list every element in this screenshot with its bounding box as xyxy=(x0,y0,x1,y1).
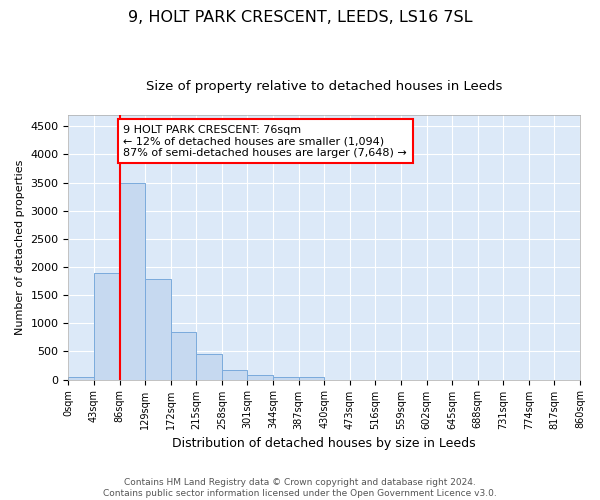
Bar xyxy=(68,378,94,380)
Bar xyxy=(222,370,247,380)
Bar xyxy=(94,272,119,380)
Y-axis label: Number of detached properties: Number of detached properties xyxy=(15,160,25,335)
X-axis label: Distribution of detached houses by size in Leeds: Distribution of detached houses by size … xyxy=(172,437,476,450)
Bar xyxy=(171,332,196,380)
Title: Size of property relative to detached houses in Leeds: Size of property relative to detached ho… xyxy=(146,80,502,93)
Text: 9 HOLT PARK CRESCENT: 76sqm
← 12% of detached houses are smaller (1,094)
87% of : 9 HOLT PARK CRESCENT: 76sqm ← 12% of det… xyxy=(124,124,407,158)
Bar xyxy=(247,374,273,380)
Text: Contains HM Land Registry data © Crown copyright and database right 2024.
Contai: Contains HM Land Registry data © Crown c… xyxy=(103,478,497,498)
Bar xyxy=(273,377,299,380)
Bar xyxy=(196,354,222,380)
Bar xyxy=(299,378,324,380)
Bar xyxy=(119,182,145,380)
Text: 9, HOLT PARK CRESCENT, LEEDS, LS16 7SL: 9, HOLT PARK CRESCENT, LEEDS, LS16 7SL xyxy=(128,10,472,25)
Bar xyxy=(145,280,171,380)
